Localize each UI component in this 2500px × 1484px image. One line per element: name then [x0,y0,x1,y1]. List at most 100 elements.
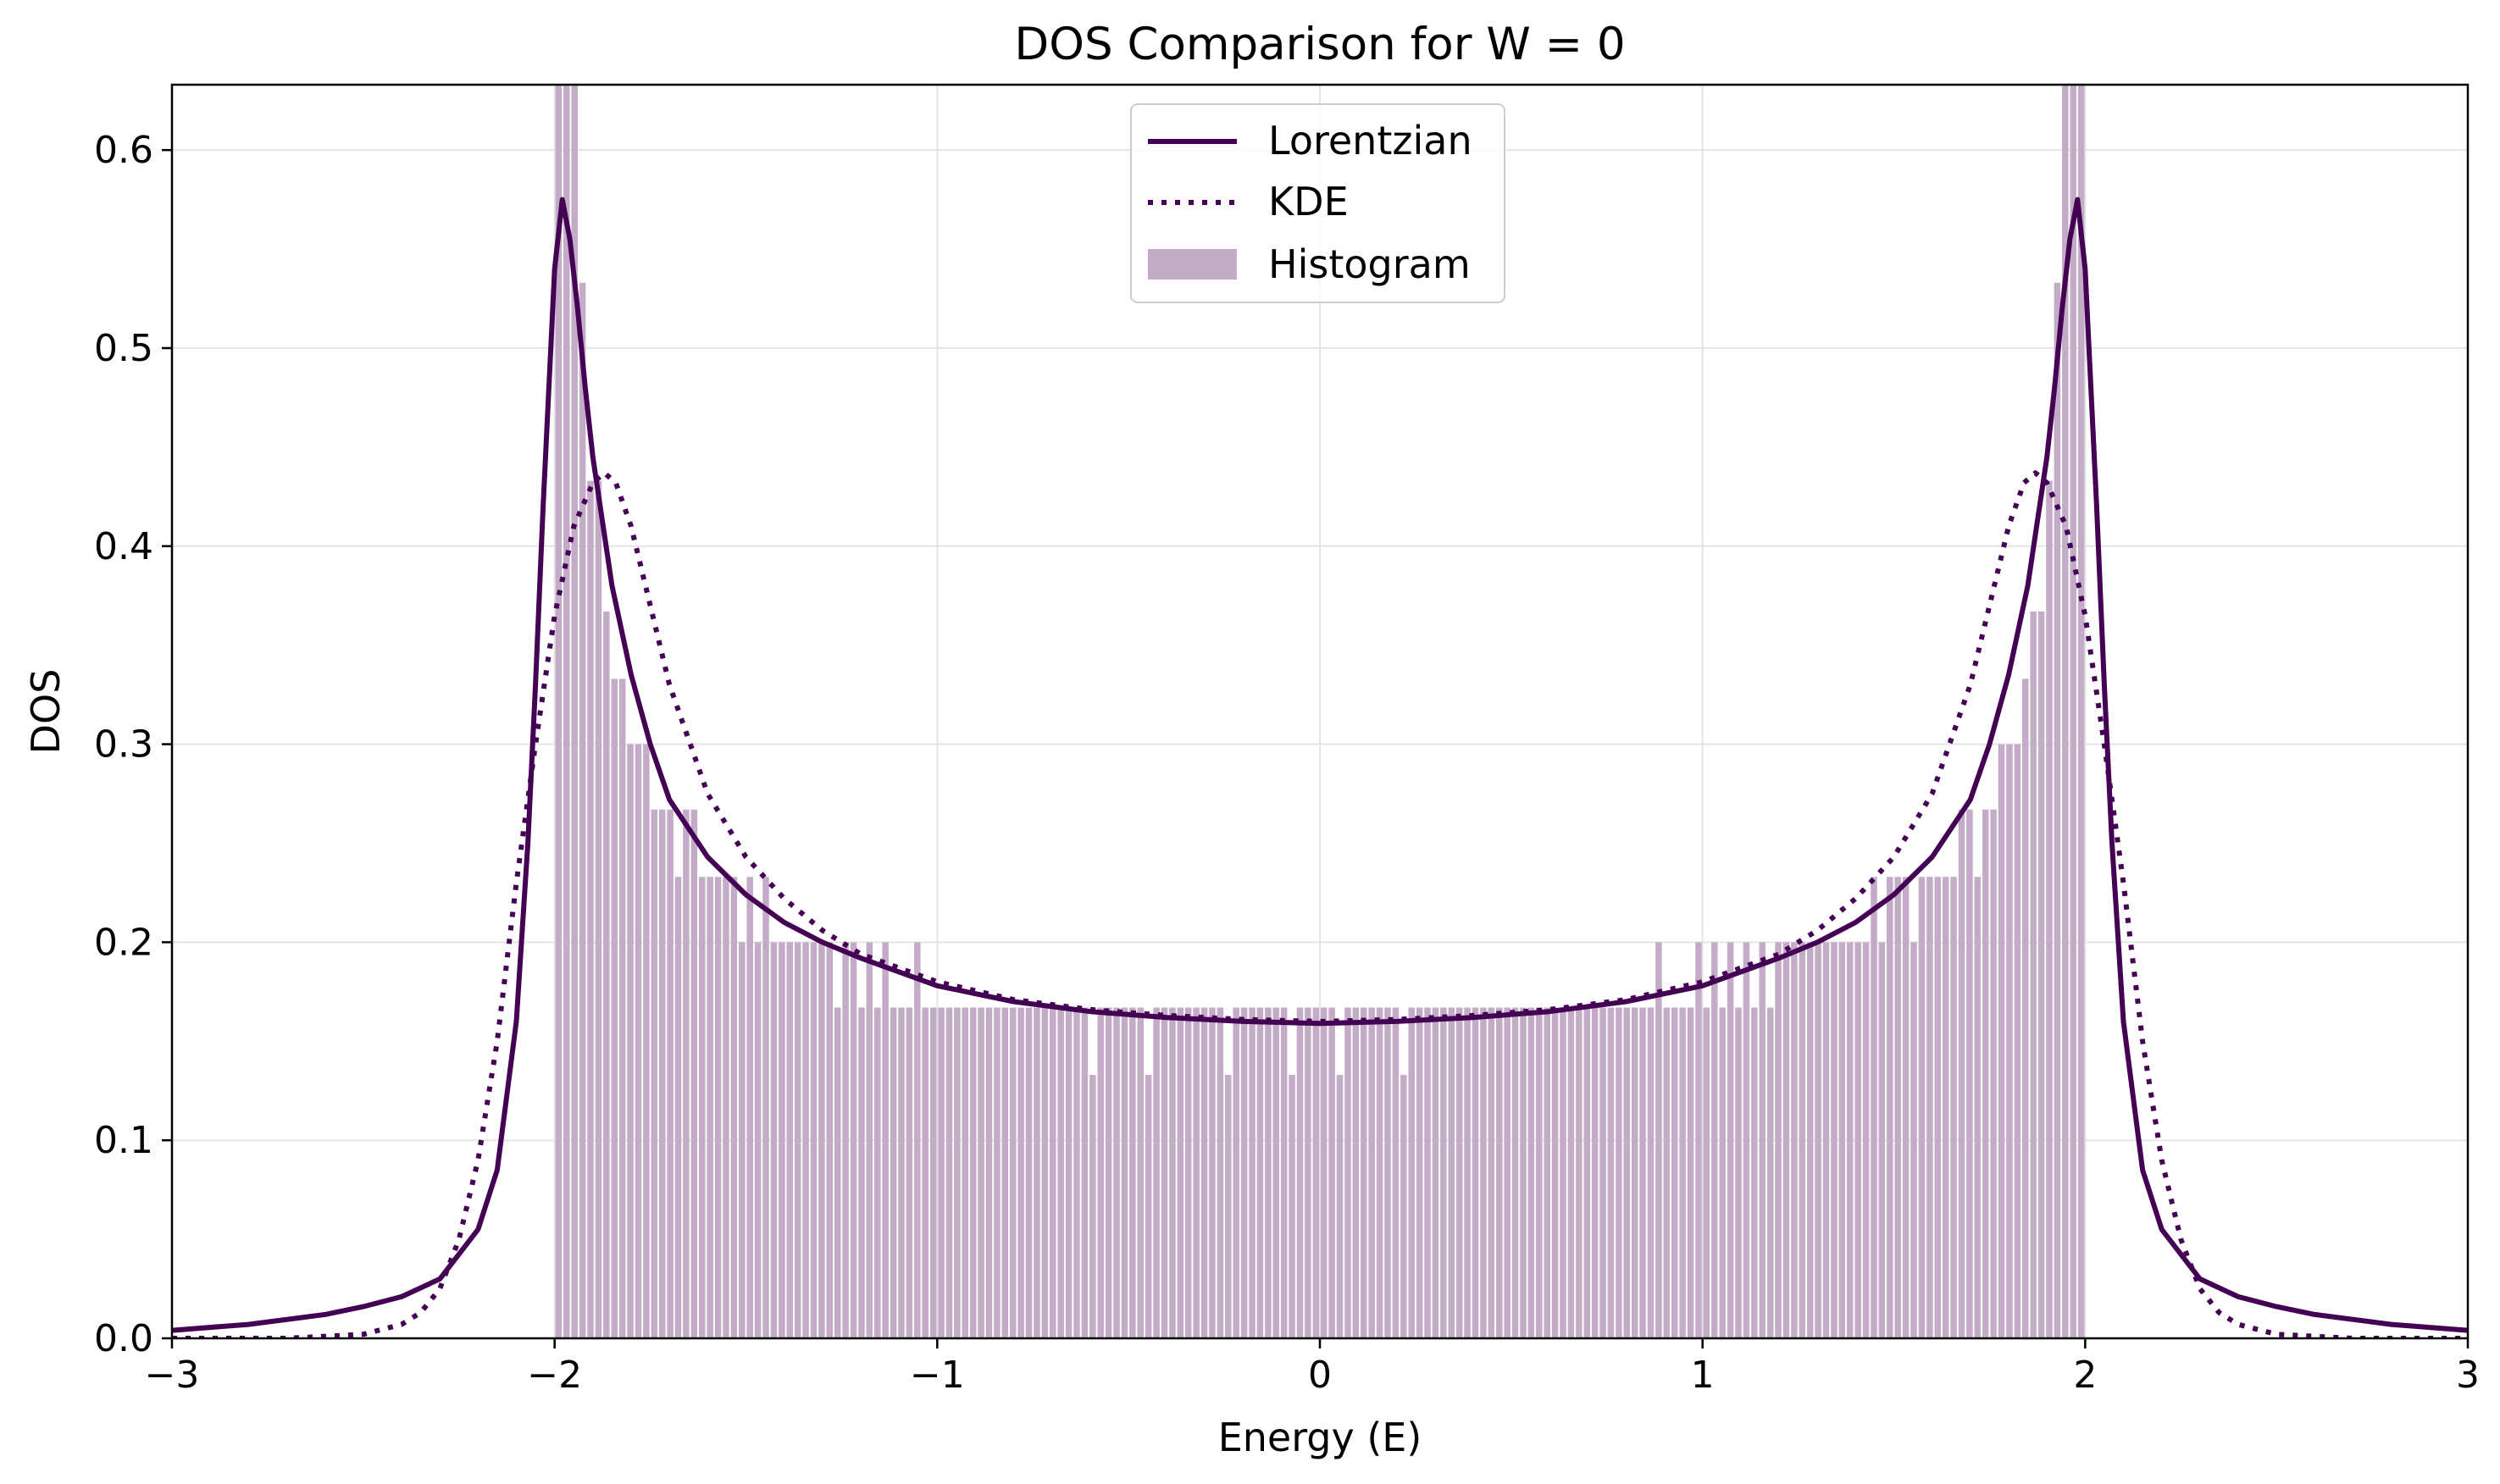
histogram-bar [683,809,690,1338]
histogram-bar [667,809,674,1338]
histogram-bar [1934,877,1942,1338]
histogram-bar [954,1007,961,1338]
legend-histogram-swatch [1148,249,1237,280]
histogram-bar [658,809,666,1338]
histogram-bar [914,942,921,1338]
histogram-bar [1560,1007,1566,1338]
histogram-bar [1854,942,1861,1338]
histogram-bar [1073,1007,1080,1338]
histogram-bar [1368,1007,1375,1338]
histogram-bar [1265,1007,1272,1338]
histogram-bar [739,942,746,1338]
histogram-bar [1001,1007,1009,1338]
histogram-bar [762,877,769,1338]
histogram-bar [1990,809,1997,1338]
histogram-bar [1464,1007,1471,1338]
histogram-bar [1759,942,1766,1338]
legend-lorentzian-label: Lorentzian [1268,118,1472,163]
histogram-bar [2021,678,2029,1338]
histogram-bar [779,942,785,1338]
histogram-bar [1966,809,1973,1338]
histogram-bar [611,678,618,1338]
histogram-bar [1137,1007,1145,1338]
histogram-bar [1735,1007,1742,1338]
histogram-bar [1312,1007,1320,1338]
histogram-bar [651,809,658,1338]
histogram-bar [850,942,857,1338]
histogram-bar [1129,1007,1136,1338]
histogram-bar [1711,942,1718,1338]
histogram-bar [1623,1007,1631,1338]
histogram-bar [1177,1007,1184,1338]
histogram-bar [1974,877,1982,1338]
y-tick-label: 0.1 [94,1119,153,1162]
histogram-bar [627,744,634,1338]
histogram-bar [698,877,706,1338]
histogram-bar [1041,1007,1049,1338]
histogram-bar [2077,85,2085,1338]
y-tick-label: 0.5 [94,327,153,370]
histogram-bar [1057,1007,1064,1338]
histogram-bar [1926,877,1933,1338]
histogram-bar [2014,744,2021,1338]
histogram-bar [985,1007,993,1338]
histogram-bar [1703,1007,1710,1338]
x-tick-label: 1 [1691,1354,1715,1397]
histogram-bar [579,282,586,1338]
histogram-bar [1871,877,1877,1338]
histogram-bar [890,1007,897,1338]
histogram-bar [1440,1007,1447,1338]
histogram-bar [1050,1007,1056,1338]
histogram-bar [1344,1007,1351,1338]
histogram-bar [1392,1007,1400,1338]
histogram-bar [1384,1007,1391,1338]
histogram-bar [2054,282,2061,1338]
histogram-bar [882,942,889,1338]
histogram-bar [1878,942,1886,1338]
histogram-bar [1153,1007,1160,1338]
histogram-bar [1240,1007,1248,1338]
x-tick-label: 2 [2073,1354,2097,1397]
histogram-bar [1536,1007,1543,1338]
histogram-bar [1488,1007,1495,1338]
histogram-bar [1751,1007,1758,1338]
axis-ticks: −3 −2 −1 0 1 2 3 0.0 0.1 0.2 0.3 0.4 0.5 0.6 [94,129,2480,1397]
legend-kde-label: KDE [1268,179,1349,224]
histogram-bar [1591,1007,1599,1338]
histogram-bar [595,480,602,1338]
histogram-bar [1695,942,1702,1338]
histogram-bar [1806,942,1814,1338]
histogram-bar [707,877,713,1338]
histogram-bar [555,85,563,1338]
histogram-bar [1432,1007,1439,1338]
histogram-bar [1958,809,1965,1338]
histogram-bar [1583,1007,1590,1338]
y-tick-label: 0.6 [94,129,153,172]
histogram-bar [1169,1007,1176,1338]
histogram-bar [945,1007,953,1338]
histogram-bar [2006,744,2013,1338]
histogram-bar [643,744,650,1338]
histogram-bar [1448,1007,1455,1338]
histogram-bar [1831,942,1838,1338]
histogram-bar [794,942,801,1338]
histogram-bar [906,1007,913,1338]
histogram-bar [1942,877,1949,1338]
histogram-bar [802,942,809,1338]
histogram-bar [635,744,642,1338]
histogram-bar [1209,1007,1216,1338]
lorentzian-line [172,197,2468,1333]
histogram-bar [1719,1007,1726,1338]
histogram-bar [1455,1007,1463,1338]
histogram-bar [834,1007,841,1338]
histogram-bar [1034,1007,1040,1338]
histogram-bar [1233,1007,1239,1338]
histogram-bar [2030,611,2037,1338]
histogram-bar [866,942,873,1338]
histogram-bar [1727,942,1734,1338]
histogram-bar [1081,1007,1089,1338]
histogram-bar [1065,1007,1073,1338]
histogram-bar [1663,1007,1671,1338]
histogram-bar [842,942,849,1338]
